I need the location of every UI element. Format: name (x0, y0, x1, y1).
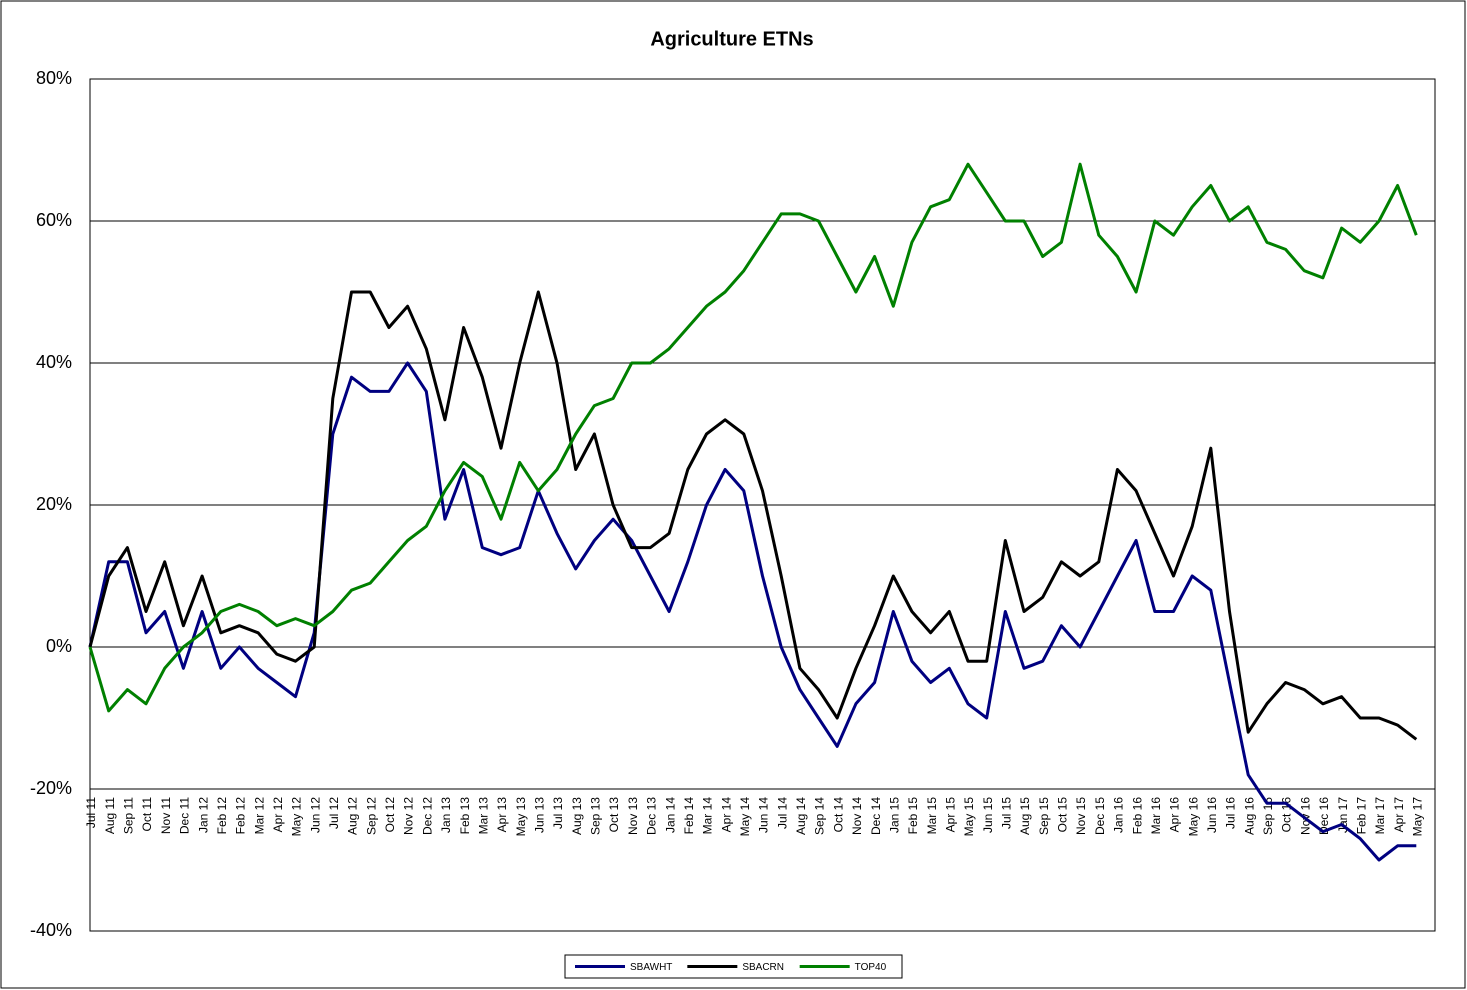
x-tick-label: Sep 13 (589, 797, 603, 835)
x-tick-label: Aug 12 (346, 797, 360, 835)
legend-label: SBAWHT (630, 962, 672, 973)
x-tick-label: Aug 16 (1242, 797, 1256, 835)
x-tick-label: May 15 (962, 797, 976, 837)
x-tick-label: Dec 14 (869, 797, 883, 835)
x-tick-label: Oct 15 (1056, 797, 1070, 833)
x-tick-label: Oct 11 (140, 797, 154, 832)
y-tick-label: 40% (36, 352, 72, 372)
x-tick-label: Aug 14 (794, 797, 808, 835)
x-tick-label: Oct 13 (607, 797, 621, 833)
x-tick-label: Apr 17 (1392, 797, 1406, 833)
y-tick-label: 20% (36, 494, 72, 514)
x-tick-label: Dec 15 (1093, 797, 1107, 835)
x-tick-label: Dec 13 (645, 797, 659, 835)
x-tick-label: Apr 14 (719, 797, 733, 833)
x-tick-label: Jun 16 (1205, 797, 1219, 833)
x-tick-label: Oct 12 (383, 797, 397, 833)
y-tick-label: -20% (30, 778, 72, 798)
x-tick-label: Feb 13 (458, 797, 472, 835)
x-tick-label: Jun 14 (757, 797, 771, 833)
x-tick-label: Jan 14 (663, 797, 677, 833)
y-tick-label: -40% (30, 920, 72, 940)
x-tick-label: Nov 13 (626, 797, 640, 835)
x-tick-label: Aug 11 (103, 797, 117, 834)
x-tick-label: Jan 12 (196, 797, 210, 833)
x-tick-label: Sep 15 (1037, 797, 1051, 835)
x-tick-label: Feb 12 (234, 797, 248, 835)
series-line (88, 162, 1418, 713)
series-line (88, 361, 1417, 862)
x-tick-label: Dec 11 (178, 797, 192, 834)
x-tick-label: May 14 (738, 797, 752, 837)
x-tick-label: Jan 15 (887, 797, 901, 833)
x-tick-label: Mar 16 (1149, 797, 1163, 835)
x-tick-label: Jun 12 (308, 797, 322, 833)
legend-label: TOP40 (855, 962, 887, 973)
x-tick-label: Jan 16 (1112, 797, 1126, 833)
x-tick-label: Mar 15 (925, 797, 939, 835)
x-tick-label: Mar 13 (476, 797, 490, 835)
x-tick-label: Nov 14 (850, 797, 864, 835)
x-tick-label: May 16 (1186, 797, 1200, 837)
x-tick-label: Apr 16 (1168, 797, 1182, 833)
legend-label: SBACRN (742, 962, 784, 973)
x-tick-label: Mar 17 (1373, 797, 1387, 835)
y-tick-label: 60% (36, 210, 72, 230)
x-tick-label: Mar 14 (701, 797, 715, 835)
x-tick-label: Jun 13 (533, 797, 547, 833)
x-tick-label: Mar 12 (252, 797, 266, 835)
x-tick-label: Jan 13 (439, 797, 453, 833)
y-tick-label: 80% (36, 68, 72, 88)
x-tick-label: Feb 12 (215, 797, 229, 835)
x-tick-label: Jul 15 (1000, 797, 1014, 829)
x-tick-label: Aug 13 (570, 797, 584, 835)
x-tick-label: Feb 17 (1354, 797, 1368, 835)
x-tick-label: Nov 16 (1298, 797, 1312, 835)
x-tick-label: Feb 14 (682, 797, 696, 835)
x-tick-label: Sep 14 (813, 797, 827, 835)
x-tick-label: Feb 16 (1130, 797, 1144, 835)
x-tick-label: Nov 11 (159, 797, 173, 834)
series-line (88, 290, 1418, 741)
x-tick-label: Dec 12 (420, 797, 434, 835)
x-tick-label: Sep 11 (122, 797, 136, 834)
x-tick-label: Nov 12 (402, 797, 416, 835)
x-tick-label: May 17 (1410, 797, 1424, 837)
x-tick-label: Sep 12 (364, 797, 378, 835)
chart-title: Agriculture ETNs (650, 28, 813, 50)
x-tick-label: Jul 11 (84, 797, 98, 828)
x-tick-label: Apr 13 (495, 797, 509, 833)
x-tick-label: Jul 13 (551, 797, 565, 829)
y-tick-label: 0% (46, 636, 72, 656)
x-tick-label: May 13 (514, 797, 528, 837)
x-tick-label: Nov 15 (1074, 797, 1088, 835)
x-tick-label: Feb 15 (906, 797, 920, 835)
x-tick-label: Sep 16 (1261, 797, 1275, 835)
x-tick-label: Aug 15 (1018, 797, 1032, 835)
x-tick-label: May 12 (290, 797, 304, 837)
x-tick-label: Jul 12 (327, 797, 341, 829)
x-tick-label: Oct 14 (831, 797, 845, 833)
x-tick-label: Apr 15 (943, 797, 957, 833)
x-tick-label: Jul 16 (1224, 797, 1238, 829)
x-tick-label: Apr 12 (271, 797, 285, 833)
x-tick-label: Jul 14 (775, 797, 789, 829)
x-tick-label: Dec 16 (1317, 797, 1331, 835)
x-tick-label: Jun 15 (981, 797, 995, 833)
